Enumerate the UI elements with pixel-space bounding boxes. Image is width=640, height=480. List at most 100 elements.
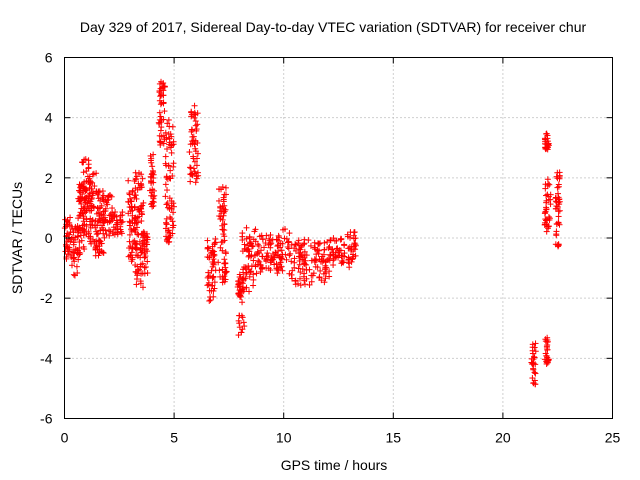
data-point: [255, 257, 262, 264]
data-point: [350, 253, 357, 260]
data-point: [139, 234, 146, 241]
data-point: [250, 282, 257, 289]
data-point: [81, 179, 88, 186]
data-point: [246, 248, 253, 255]
data-point: [308, 278, 315, 285]
data-point: [295, 237, 302, 244]
data-point: [169, 224, 176, 231]
data-point: [192, 122, 199, 129]
data-point: [102, 227, 109, 234]
x-tick-labels: 0 5 10 15 20 25: [61, 430, 621, 446]
data-point: [97, 204, 104, 211]
data-point: [316, 273, 323, 280]
data-point: [246, 234, 253, 241]
data-point: [136, 213, 143, 220]
data-point: [322, 275, 329, 282]
data-point: [99, 224, 106, 231]
data-point: [240, 277, 247, 284]
data-point: [69, 225, 76, 232]
data-point: [273, 260, 280, 267]
data-point: [101, 208, 108, 215]
data-point: [118, 228, 125, 235]
data-point: [162, 153, 169, 160]
data-point: [333, 237, 340, 244]
data-point: [250, 236, 257, 243]
x-axis-label: GPS time / hours: [281, 457, 388, 473]
data-point: [204, 244, 211, 251]
data-point: [113, 229, 120, 236]
data-point: [71, 272, 78, 279]
data-point: [167, 167, 174, 174]
data-point: [138, 181, 145, 188]
data-point: [256, 258, 263, 265]
data-point: [222, 276, 229, 283]
data-point: [88, 185, 95, 192]
data-point: [222, 249, 229, 256]
data-point: [261, 244, 268, 251]
data-point: [165, 116, 172, 123]
data-point: [76, 188, 83, 195]
data-point: [276, 261, 283, 268]
data-point: [235, 332, 242, 339]
data-point: [93, 228, 100, 235]
data-point: [84, 200, 91, 207]
data-point: [83, 216, 90, 223]
data-point: [193, 126, 200, 133]
data-point: [238, 312, 245, 319]
data-point: [64, 217, 71, 224]
data-point: [216, 267, 223, 274]
data-point: [221, 273, 228, 280]
x-tick-label: 20: [495, 430, 511, 446]
data-point: [100, 230, 107, 237]
data-point: [83, 223, 90, 230]
data-point: [77, 250, 84, 257]
data-point: [193, 162, 200, 169]
data-point: [156, 97, 163, 104]
data-point: [89, 192, 96, 199]
x-tick-label: 5: [170, 430, 178, 446]
data-point: [192, 145, 199, 152]
data-point: [545, 196, 552, 203]
data-point: [64, 230, 71, 237]
data-point: [299, 266, 306, 273]
data-point: [250, 242, 257, 249]
data-point: [288, 271, 295, 278]
data-point: [128, 226, 135, 233]
data-point: [187, 164, 194, 171]
data-point: [264, 250, 271, 257]
data-point: [221, 269, 228, 276]
data-point: [287, 250, 294, 257]
data-point: [143, 239, 150, 246]
data-point: [307, 242, 314, 249]
data-point: [166, 230, 173, 237]
data-point: [543, 359, 550, 366]
data-point: [302, 281, 309, 288]
data-point: [552, 195, 559, 202]
data-point: [132, 268, 139, 275]
data-point: [95, 237, 102, 244]
data-point: [306, 281, 313, 288]
data-point: [543, 145, 550, 152]
data-point: [211, 240, 218, 247]
data-point: [132, 176, 139, 183]
data-point: [529, 350, 536, 357]
data-point: [166, 195, 173, 202]
data-point: [125, 253, 132, 260]
data-point: [285, 238, 292, 245]
data-point: [127, 208, 134, 215]
data-point: [326, 268, 333, 275]
data-point: [330, 235, 337, 242]
data-point: [280, 226, 287, 233]
data-point: [218, 239, 225, 246]
data-point: [141, 270, 148, 277]
data-point: [70, 254, 77, 261]
data-point: [189, 138, 196, 145]
data-point: [133, 195, 140, 202]
data-point: [531, 354, 538, 361]
data-point: [81, 156, 88, 163]
data-point: [283, 256, 290, 263]
data-point: [141, 254, 148, 261]
data-point: [67, 238, 74, 245]
data-point: [75, 256, 82, 263]
